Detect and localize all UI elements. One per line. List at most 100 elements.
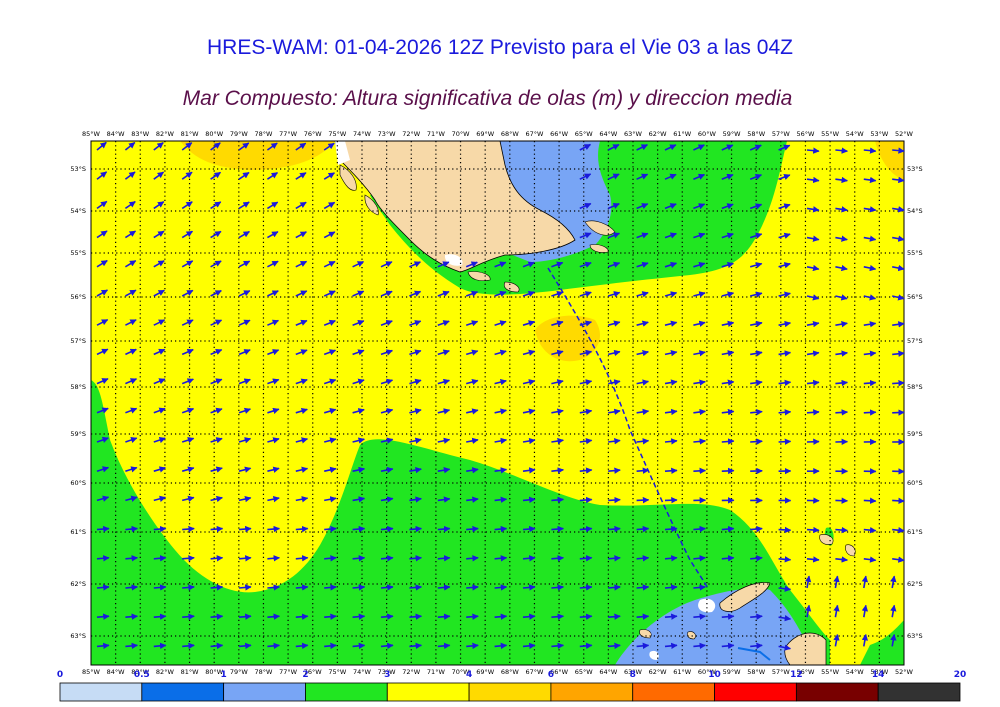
direction-arrow <box>181 142 193 151</box>
direction-arrow <box>636 642 650 650</box>
direction-arrow <box>267 378 280 385</box>
direction-arrow <box>295 378 308 385</box>
lat-label: 54°S <box>907 207 923 215</box>
lat-label: 53°S <box>907 165 923 173</box>
direction-arrow <box>238 319 251 326</box>
direction-arrow <box>664 232 677 239</box>
longitude-labels-top: 85°W 84°W 83°W 82°W 81°W 80°W 79°W 78°W 77°W 76°W… <box>82 130 914 138</box>
direction-arrow <box>664 467 678 474</box>
direction-arrow <box>892 321 904 328</box>
direction-arrow <box>96 466 110 473</box>
direction-arrow <box>863 497 877 504</box>
direction-arrow <box>778 614 792 622</box>
direction-arrow <box>636 525 650 533</box>
lon-label: 56°W <box>796 130 815 138</box>
direction-arrow <box>323 142 335 151</box>
direction-arrow <box>210 407 223 414</box>
direction-arrow <box>750 291 763 298</box>
direction-arrow <box>466 467 479 474</box>
colorbar-label: 10 <box>708 670 721 680</box>
land-east-coast <box>584 220 616 253</box>
direction-arrow <box>437 320 450 327</box>
longitude-labels-bottom: 85°W 84°W 83°W 82°W 81°W 80°W 79°W 78°W 77°W 76°W… <box>82 668 914 676</box>
direction-arrow <box>96 613 110 620</box>
direction-arrow <box>295 642 309 650</box>
direction-arrow <box>863 556 877 563</box>
lon-label: 80°W <box>205 668 224 676</box>
direction-arrow <box>579 349 593 357</box>
land-islands-west <box>339 164 520 293</box>
direction-arrow <box>409 525 422 533</box>
lat-label: 55°S <box>70 249 86 257</box>
direction-arrow <box>607 173 620 180</box>
direction-arrow <box>835 176 848 184</box>
direction-arrow <box>124 171 136 180</box>
direction-arrow <box>266 201 279 210</box>
colorbar-label: 20 <box>954 670 967 680</box>
direction-arrow <box>409 642 422 650</box>
latitude-labels-left: 53°S 54°S 55°S 56°S 57°S 58°S 59°S 60°S 61°S 62°S… <box>70 165 86 640</box>
direction-arrow <box>750 350 763 357</box>
direction-arrow <box>323 378 337 385</box>
direction-arrow <box>380 378 394 385</box>
direction-arrow <box>664 584 678 591</box>
lat-label: 62°S <box>907 580 923 588</box>
direction-arrow <box>210 613 224 620</box>
direction-arrow <box>721 642 735 650</box>
direction-arrow <box>465 320 479 327</box>
direction-arrow <box>835 379 848 387</box>
direction-arrow <box>494 555 508 562</box>
direction-arrow <box>380 466 394 474</box>
direction-arrow <box>153 201 165 210</box>
direction-arrow <box>579 232 592 239</box>
direction-arrow <box>437 290 450 297</box>
direction-arrow <box>267 555 280 562</box>
direction-arrow <box>466 496 479 503</box>
direction-arrow <box>551 496 564 504</box>
direction-arrow <box>153 436 166 444</box>
direction-arrow <box>96 259 108 268</box>
direction-arrow <box>210 319 223 326</box>
direction-arrow <box>522 379 536 386</box>
direction-arrow <box>409 408 422 415</box>
direction-arrow <box>409 437 422 444</box>
direction-arrow <box>835 350 848 357</box>
lat-label: 61°S <box>70 528 86 536</box>
direction-arrow <box>892 176 904 184</box>
direction-arrow <box>295 466 309 473</box>
direction-arrow <box>608 467 621 474</box>
direction-arrow <box>266 142 278 151</box>
direction-arrow <box>778 644 792 651</box>
zone-4-6m-b <box>535 315 600 362</box>
direction-arrow <box>636 320 649 327</box>
direction-arrow <box>835 147 848 154</box>
direction-arrow <box>863 409 877 416</box>
direction-arrow <box>693 642 706 650</box>
direction-arrow <box>721 232 734 239</box>
lon-label: 54°W <box>846 130 865 138</box>
lon-label: 64°W <box>599 130 618 138</box>
direction-arrow <box>890 633 897 647</box>
direction-arrow <box>238 495 252 503</box>
direction-arrow <box>551 555 564 562</box>
direction-arrow <box>607 261 621 268</box>
direction-arrow <box>238 171 250 180</box>
direction-arrow <box>721 320 735 328</box>
direction-arrow <box>806 320 820 328</box>
direction-arrow <box>750 379 763 386</box>
colorbar-swatch <box>714 682 797 702</box>
direction-arrow <box>636 613 650 620</box>
direction-arrow <box>664 438 678 445</box>
ice-edge-blue <box>737 647 771 661</box>
direction-arrow <box>636 496 650 504</box>
direction-arrow <box>96 555 110 562</box>
direction-arrow <box>182 584 195 591</box>
direction-arrow <box>863 147 877 154</box>
direction-arrow <box>238 290 251 297</box>
direction-arrow <box>721 438 735 445</box>
direction-arrow <box>295 349 308 356</box>
direction-arrow <box>96 407 109 414</box>
lon-label: 84°W <box>107 130 126 138</box>
lat-label: 63°S <box>907 632 923 640</box>
direction-arrow <box>295 407 308 415</box>
